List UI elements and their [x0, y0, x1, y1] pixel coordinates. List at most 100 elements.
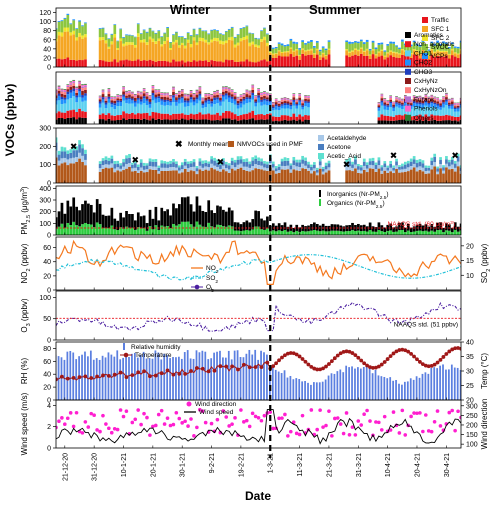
- bar-segment: [145, 165, 149, 170]
- wind-direction-point: [107, 426, 111, 431]
- bar-segment: [56, 150, 58, 158]
- bar-segment: [236, 120, 240, 124]
- bar-segment: [374, 164, 378, 170]
- bar-segment: [324, 55, 328, 56]
- bar-segment: [450, 120, 454, 124]
- bar-segment: [295, 105, 299, 109]
- bar-segment: [216, 99, 219, 104]
- bar-segment: [163, 93, 167, 95]
- wind-direction-point: [250, 411, 255, 416]
- wind-direction-point: [379, 428, 384, 432]
- temp-point: [177, 371, 182, 376]
- rh-bar: [330, 373, 333, 400]
- bar-segment: [84, 37, 87, 60]
- bar-segment: [133, 97, 137, 101]
- ytick-no2so2: 10: [466, 273, 474, 280]
- bar-inorganics: [189, 204, 193, 225]
- bar-segment: [125, 99, 128, 104]
- bar-segment: [224, 99, 228, 111]
- bar-segment: [128, 92, 131, 95]
- bar-segment: [172, 167, 175, 171]
- bar-organics: [406, 230, 410, 235]
- wind-direction-point: [198, 407, 202, 412]
- bar-segment: [236, 97, 240, 99]
- bar-segment: [131, 171, 134, 183]
- rh-bar: [430, 367, 433, 400]
- bar-organics: [116, 230, 120, 235]
- wind-direction-point: [409, 414, 413, 419]
- bar-segment: [198, 119, 202, 124]
- bar-segment: [439, 56, 442, 67]
- rh-bar: [450, 364, 453, 400]
- bar-segment: [257, 119, 260, 124]
- ylabel-part: PM: [20, 222, 29, 234]
- bar-segment: [260, 105, 263, 115]
- bar-segment: [448, 100, 451, 101]
- bar-segment: [78, 20, 81, 22]
- bar-segment: [436, 40, 439, 43]
- wind-direction-point: [300, 413, 305, 418]
- bar-segment: [98, 114, 102, 120]
- temp-point: [277, 358, 281, 363]
- bar-segment: [304, 101, 307, 103]
- bar-segment: [210, 98, 213, 102]
- bar-segment: [430, 114, 434, 121]
- bar-segment: [354, 159, 357, 165]
- bar-segment: [213, 92, 216, 94]
- bar-segment: [295, 49, 299, 51]
- bar-segment: [295, 120, 299, 124]
- bar-segment: [60, 36, 64, 60]
- ylabel-part: 3: [26, 323, 32, 326]
- wind-direction-point: [400, 408, 405, 413]
- bar-segment: [222, 41, 225, 45]
- bar-segment: [456, 108, 460, 112]
- bar-segment: [436, 171, 439, 175]
- bar-segment: [98, 28, 102, 30]
- bar-segment: [445, 55, 448, 67]
- bar-segment: [69, 92, 73, 99]
- temp-point: [59, 374, 64, 379]
- bar-segment: [192, 95, 196, 98]
- bar-segment: [198, 37, 202, 41]
- bar-organics: [133, 229, 137, 235]
- bar-segment: [216, 166, 219, 171]
- bar-segment: [142, 93, 146, 97]
- bar-segment: [180, 172, 184, 183]
- bar-segment: [436, 51, 439, 56]
- bar-segment: [75, 112, 78, 120]
- bar-organics: [315, 230, 319, 235]
- bar-segment: [172, 89, 175, 92]
- bar-segment: [178, 94, 181, 98]
- bar-segment: [318, 51, 322, 56]
- bar-segment: [60, 20, 64, 22]
- rh-bar: [242, 357, 245, 400]
- wind-direction-point: [382, 414, 387, 419]
- rh-bar: [204, 351, 207, 400]
- bar-segment: [136, 164, 140, 167]
- bar-segment: [236, 108, 240, 116]
- bar-organics: [122, 228, 125, 235]
- bar-segment: [274, 120, 278, 124]
- bar-segment: [313, 164, 316, 169]
- legend-part: NO: [206, 265, 216, 272]
- legend-part: SFC 2: [431, 35, 450, 42]
- bar-inorganics: [374, 227, 378, 232]
- bar-segment: [430, 160, 434, 166]
- bar-segment: [392, 52, 395, 57]
- bar-segment: [274, 109, 278, 117]
- bar-organics: [351, 230, 354, 235]
- bar-segment: [169, 105, 172, 116]
- bar-segment: [398, 166, 401, 170]
- bar-segment: [357, 169, 360, 173]
- bar-segment: [263, 36, 266, 41]
- bar-segment: [142, 113, 146, 119]
- bar-segment: [266, 94, 269, 96]
- bar-segment: [139, 170, 143, 183]
- temp-point: [318, 367, 323, 372]
- bar-segment: [412, 49, 416, 51]
- legend-part: Organics (Nr-PM: [327, 200, 376, 207]
- bar-segment: [450, 50, 454, 56]
- bar-segment: [301, 53, 304, 67]
- bar-segment: [251, 85, 255, 87]
- bar-segment: [233, 114, 237, 120]
